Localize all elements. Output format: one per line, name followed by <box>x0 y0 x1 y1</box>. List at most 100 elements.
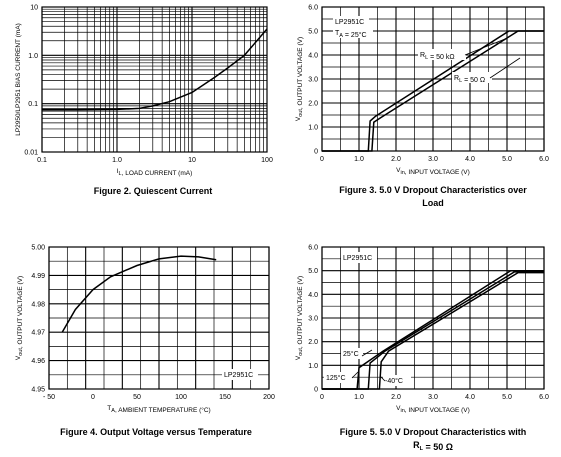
annotation-label: LP2951C <box>343 255 372 262</box>
text-subscript: A <box>111 408 115 414</box>
y-tick-label: 0.1 <box>28 101 38 108</box>
text-run: , INPUT VOLTAGE (V) <box>405 169 470 176</box>
chart-figure-3: 0 1.0 2.0 3.0 4.0 5.0 6.0 6.0 5.0 4.0 3.0 2.0 1.0 0 Vi… <box>295 5 549 209</box>
figure-caption: Figure 2. Quiescent Current <box>94 186 213 196</box>
text-run: R <box>413 440 420 450</box>
y-tick-label: 4.0 <box>308 292 318 299</box>
y-axis-label: LP2950/LP2951 BIAS CURRENT (mA) <box>15 23 22 136</box>
chart-figure-4: - 50 0 50 100 150 200 5.00 4.99 4.98 4.97 4.96 4.95… <box>15 245 275 438</box>
annotation-label: 125°C <box>326 374 346 382</box>
series-line <box>42 28 268 111</box>
text-run: I <box>117 168 119 175</box>
x-tick-label: 3.0 <box>428 394 438 401</box>
x-tick-label: 200 <box>263 394 275 401</box>
y-tick-label: 2.0 <box>308 101 318 108</box>
text-run: 25°C <box>343 350 359 358</box>
text-subscript: out <box>298 348 304 356</box>
annotation-leader <box>351 371 359 379</box>
text-run: Figure 5. 5.0 V Dropout Characteristics … <box>340 427 527 437</box>
y-tick-label: 4.99 <box>31 273 45 280</box>
x-tick-label: 100 <box>175 394 187 401</box>
x-axis-label: Vin, INPUT VOLTAGE (V) <box>396 167 470 176</box>
y-tick-label: 4.97 <box>31 330 45 337</box>
annotation-leader <box>464 38 506 56</box>
x-tick-label: 50 <box>133 394 141 401</box>
text-run: R <box>420 52 425 59</box>
text-run: LP2950/LP2951 BIAS CURRENT (mA) <box>15 23 22 136</box>
series-line <box>322 271 544 390</box>
text-run: LP2951C <box>343 255 372 262</box>
y-tick-label: 0.01 <box>24 150 38 157</box>
annotation-box <box>383 375 411 386</box>
y-axis-label: Vout, OUTPUT VOLTAGE (V) <box>295 37 304 121</box>
chart-annotation: LP2951C <box>222 369 258 380</box>
y-tick-label: 10 <box>30 5 38 12</box>
x-axis-label: TA, AMBIENT TEMPERATURE (°C) <box>107 405 210 414</box>
text-run: LP2951C <box>224 372 253 379</box>
annotation-label: LP2951C <box>224 372 253 379</box>
x-tick-label: 2.0 <box>391 394 401 401</box>
text-run: T <box>335 30 340 37</box>
x-tick-label: 1.0 <box>354 156 364 163</box>
x-tick-label: 0 <box>320 156 324 163</box>
x-tick-label: 100 <box>261 157 273 164</box>
text-run: Load <box>422 198 444 208</box>
annotation-leader <box>379 375 386 382</box>
figure-caption: Load <box>422 198 444 208</box>
figure-caption: Figure 4. Output Voltage versus Temperat… <box>60 427 252 437</box>
text-run: = 50 kΩ <box>428 54 454 61</box>
annotation-leader <box>361 349 373 357</box>
y-tick-label: 3.0 <box>308 77 318 84</box>
chart-annotation: TA = 25°C <box>333 27 373 39</box>
x-tick-label: 1.0 <box>354 394 364 401</box>
chart-annotation: RL = 50 kΩ <box>418 49 466 61</box>
chart-annotation: 125°C <box>324 372 352 383</box>
chart-annotation: LP2951C <box>341 252 377 263</box>
annotation-label: TA = 25°C <box>335 30 367 39</box>
y-tick-label: 1.0 <box>308 125 318 132</box>
text-run: , OUTPUT VOLTAGE (V) <box>17 276 24 348</box>
x-tick-label: 5.0 <box>502 394 512 401</box>
plot-frame <box>321 246 545 390</box>
text-subscript: in <box>401 408 405 414</box>
annotation-box <box>333 27 373 38</box>
y-tick-label: 2.0 <box>308 339 318 346</box>
text-run: = 50 Ω <box>462 77 485 84</box>
x-axis-label: IL, LOAD CURRENT (mA) <box>117 168 193 177</box>
series-line <box>322 30 544 152</box>
y-tick-label: 5.00 <box>31 245 45 252</box>
y-tick-label: 5.0 <box>308 268 318 275</box>
text-subscript: L <box>119 171 122 177</box>
annotation-label: LP2951C <box>335 19 364 26</box>
text-run: = 50 Ω <box>423 442 453 452</box>
gridlines <box>41 7 267 153</box>
plot-frame <box>48 246 270 390</box>
text-run: , OUTPUT VOLTAGE (V) <box>297 37 304 109</box>
chart-annotation: LP2951C <box>333 16 369 27</box>
x-tick-label: 5.0 <box>502 156 512 163</box>
text-subscript: L <box>425 55 428 61</box>
text-run: , LOAD CURRENT (mA) <box>122 170 193 177</box>
y-tick-label: 1.0 <box>308 363 318 370</box>
x-tick-label: 0 <box>320 394 324 401</box>
y-tick-label: 0 <box>314 149 318 156</box>
y-tick-label: 6.0 <box>308 5 318 12</box>
x-tick-label: 0 <box>91 394 95 401</box>
annotation-label: -40°C <box>385 377 403 385</box>
plot-frame <box>321 6 545 152</box>
figure-caption: RL = 50 Ω <box>413 440 453 452</box>
x-tick-label: 150 <box>219 394 231 401</box>
text-run: V <box>295 116 302 121</box>
x-tick-label: 0.1 <box>37 157 47 164</box>
y-tick-label: 4.0 <box>308 53 318 60</box>
text-run: Figure 2. Quiescent Current <box>94 186 213 196</box>
text-run: = 25°C <box>343 31 367 39</box>
y-axis-label: Vout, OUTPUT VOLTAGE (V) <box>15 276 24 360</box>
text-run: 125°C <box>326 374 346 382</box>
figure-caption: Figure 3. 5.0 V Dropout Characteristics … <box>339 185 527 195</box>
text-subscript: out <box>298 109 304 117</box>
x-tick-label: 10 <box>188 157 196 164</box>
x-tick-label: 4.0 <box>465 394 475 401</box>
annotation-leader <box>489 57 521 79</box>
